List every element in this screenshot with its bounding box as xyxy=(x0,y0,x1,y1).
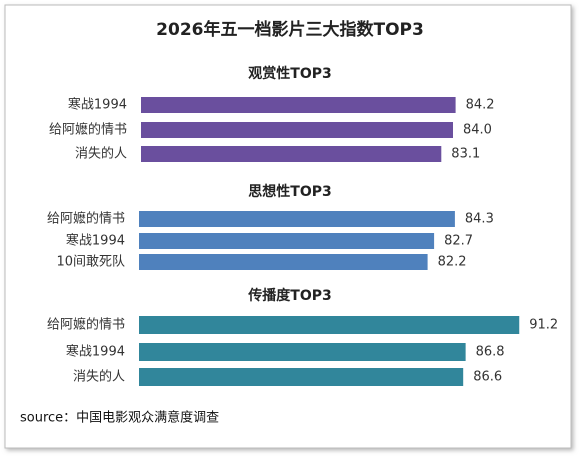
bar xyxy=(139,343,466,361)
bar xyxy=(141,97,456,113)
bar xyxy=(141,122,453,138)
category-label: 消失的人 xyxy=(73,369,125,385)
value-label: 86.6 xyxy=(473,370,502,385)
value-label: 91.2 xyxy=(529,318,558,333)
value-label: 82.2 xyxy=(438,255,467,270)
bar xyxy=(139,254,428,270)
page-title: 2026年五一档影片三大指数TOP3 xyxy=(156,19,424,40)
value-label: 84.0 xyxy=(463,123,492,138)
bar xyxy=(139,368,464,386)
value-label: 82.7 xyxy=(444,234,473,249)
source-note: source：中国电影观众满意度调查 xyxy=(20,410,219,426)
bar xyxy=(139,316,520,334)
category-label: 消失的人 xyxy=(75,146,127,162)
chart-title: 观赏性TOP3 xyxy=(248,65,331,82)
category-label: 给阿嬷的情书 xyxy=(49,122,127,138)
category-label: 10间敢死队 xyxy=(56,255,125,270)
value-label: 84.2 xyxy=(466,98,495,113)
chart-title: 思想性TOP3 xyxy=(248,183,331,200)
category-label: 寒战1994 xyxy=(66,233,125,249)
category-label: 给阿嬷的情书 xyxy=(47,211,125,227)
category-label: 给阿嬷的情书 xyxy=(47,317,125,333)
value-label: 83.1 xyxy=(451,147,480,162)
bar xyxy=(139,233,435,249)
bar xyxy=(141,146,442,162)
value-label: 86.8 xyxy=(476,345,505,360)
category-label: 寒战1994 xyxy=(68,97,127,113)
category-label: 寒战1994 xyxy=(66,344,125,360)
bar xyxy=(139,211,455,227)
value-label: 84.3 xyxy=(465,212,494,227)
chart-title: 传播度TOP3 xyxy=(247,287,331,304)
